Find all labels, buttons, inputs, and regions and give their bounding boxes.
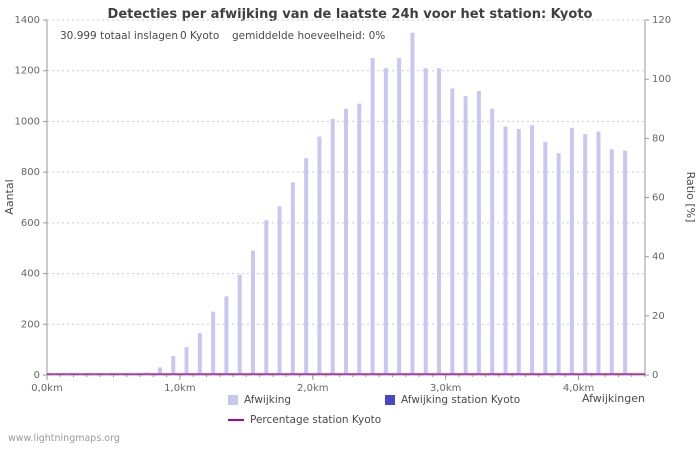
svg-text:0,0km: 0,0km [31, 383, 62, 394]
svg-text:1,0km: 1,0km [164, 383, 195, 394]
svg-text:120: 120 [652, 15, 671, 26]
legend-swatch-afwijking-station [385, 395, 395, 405]
legend-item-afwijking-station: Afwijking station Kyoto [385, 394, 520, 406]
legend-item-percentage-station: Percentage station Kyoto [228, 414, 381, 426]
watermark-text: www.lightningmaps.org [8, 433, 120, 444]
svg-text:2,0km: 2,0km [297, 383, 328, 394]
svg-text:20: 20 [652, 311, 665, 322]
svg-text:100: 100 [652, 74, 671, 85]
annotation-station-count: 0 Kyoto [180, 30, 220, 42]
svg-text:600: 600 [21, 218, 40, 229]
legend-item-afwijking: Afwijking [228, 394, 291, 406]
svg-text:0: 0 [34, 370, 40, 381]
svg-text:4,0km: 4,0km [563, 383, 594, 394]
svg-text:40: 40 [652, 252, 665, 263]
legend-label-percentage-station: Percentage station Kyoto [250, 414, 382, 426]
svg-text:3,0km: 3,0km [430, 383, 461, 394]
svg-text:1000: 1000 [15, 116, 40, 127]
svg-text:1200: 1200 [15, 66, 40, 77]
x-axis-label: Afwijkingen [581, 392, 645, 405]
legend-swatch-percentage-line [228, 419, 244, 421]
svg-text:200: 200 [21, 319, 40, 330]
legend-swatch-afwijking [228, 395, 238, 405]
legend-label-afwijking-station: Afwijking station Kyoto [401, 394, 521, 406]
svg-text:60: 60 [652, 193, 665, 204]
svg-text:1400: 1400 [15, 15, 40, 26]
svg-text:80: 80 [652, 133, 665, 144]
annotation-average-ratio: gemiddelde hoeveelheid: 0% [232, 30, 386, 42]
annotation-total-strikes: 30.999 totaal inslagen [60, 30, 179, 42]
svg-text:800: 800 [21, 167, 40, 178]
svg-text:400: 400 [21, 269, 40, 280]
legend-label-afwijking: Afwijking [244, 394, 292, 406]
chart-title: Detecties per afwijking van de laatste 2… [107, 7, 593, 22]
svg-text:0: 0 [652, 370, 658, 381]
